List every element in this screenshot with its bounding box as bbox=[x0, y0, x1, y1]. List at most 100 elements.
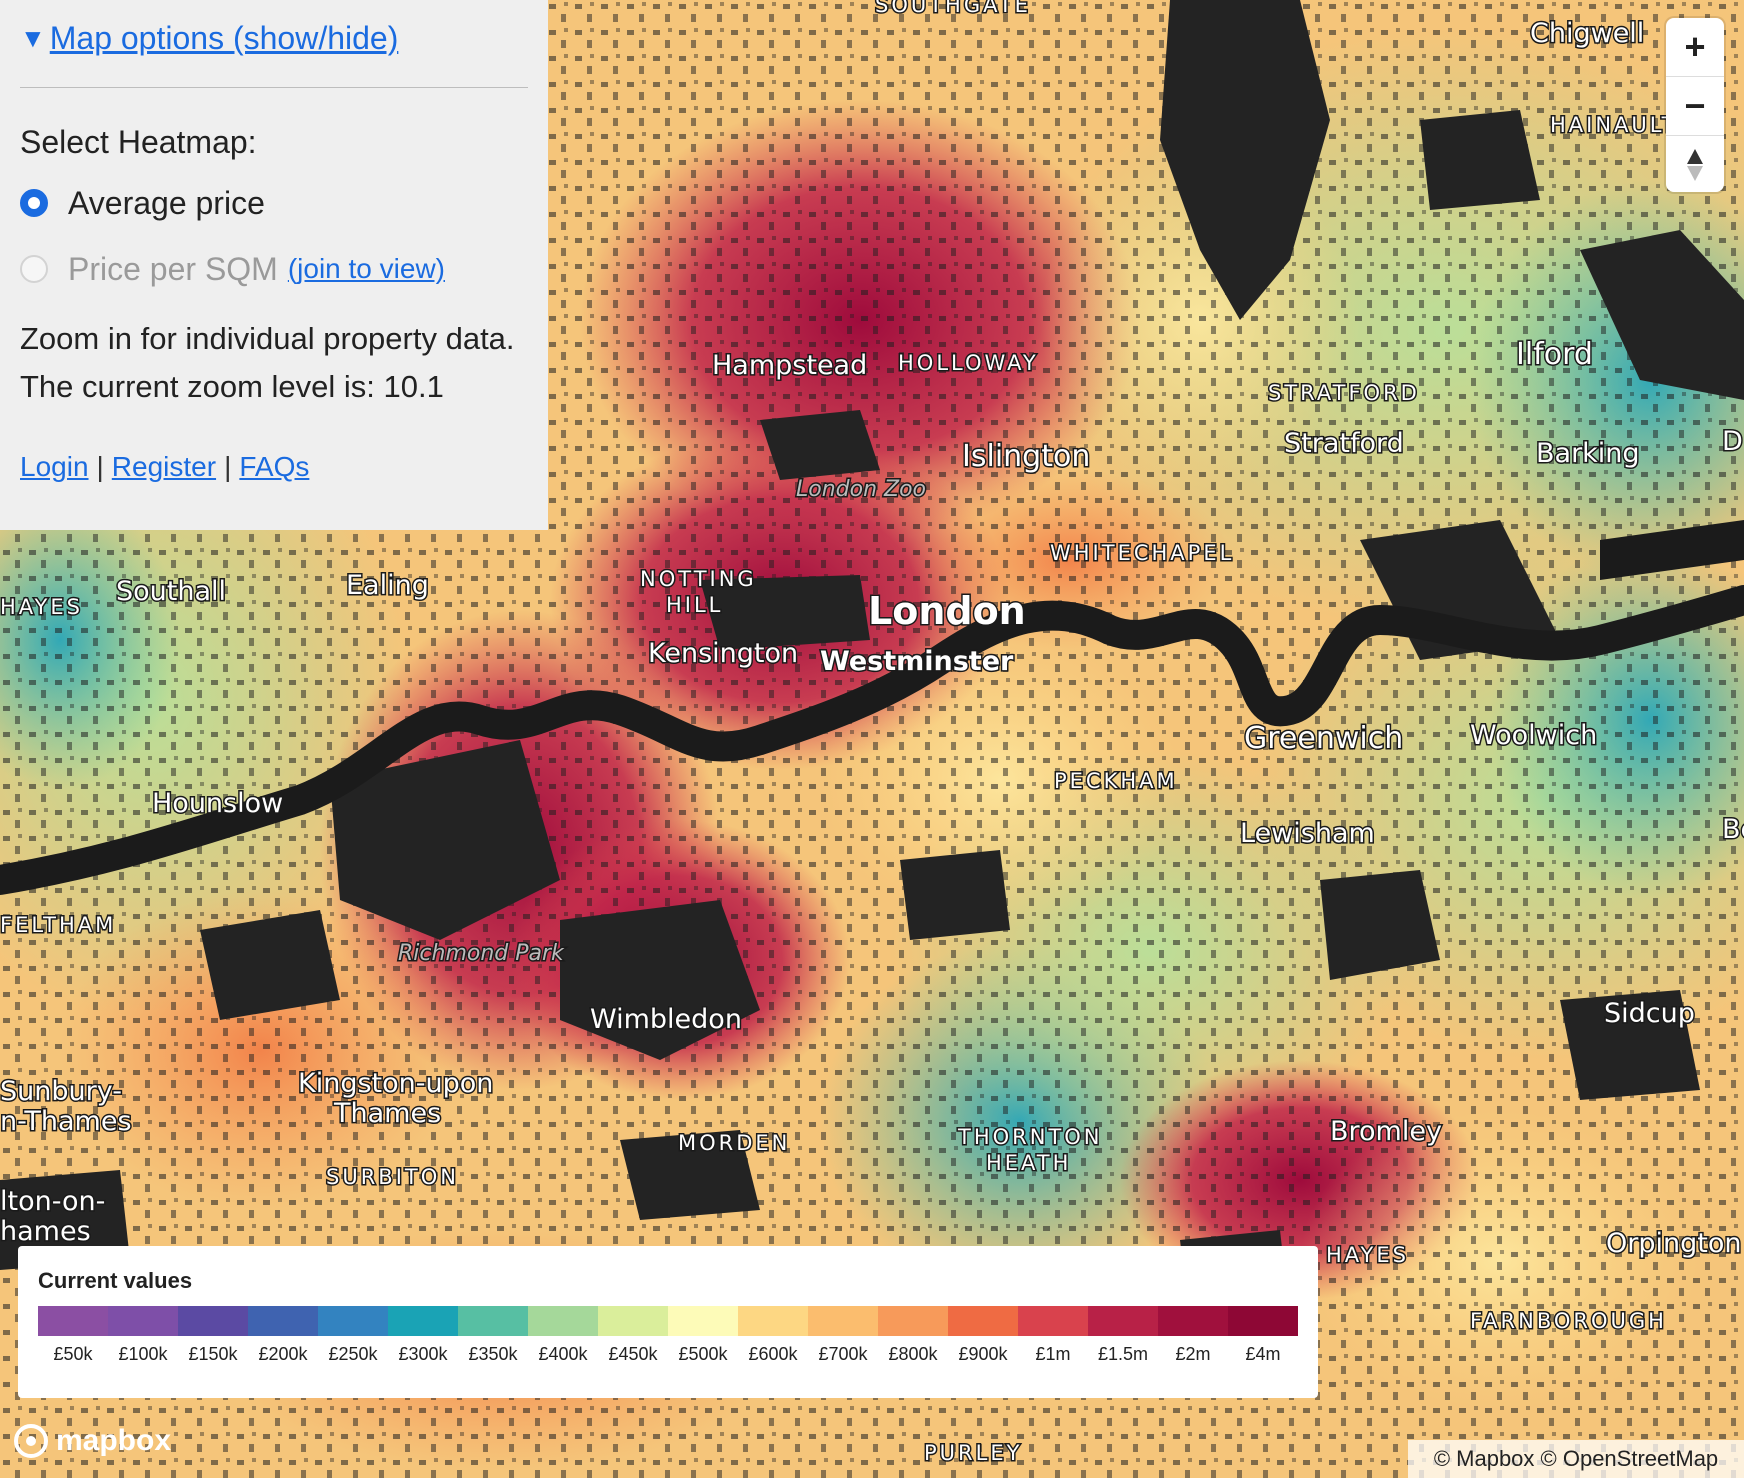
join-to-view-link[interactable]: (join to view) bbox=[287, 253, 445, 284]
legend-tick-label: £100k bbox=[118, 1344, 168, 1364]
radio-price-per-sqm bbox=[20, 255, 48, 283]
label-sunbury-1: Sunbury- bbox=[0, 1076, 122, 1107]
legend-swatch bbox=[808, 1306, 878, 1336]
label-ilford: Ilford bbox=[1516, 337, 1593, 372]
radio-average-price[interactable] bbox=[20, 189, 48, 217]
legend-tick-label: £400k bbox=[538, 1344, 588, 1364]
label-barking: Barking bbox=[1536, 438, 1640, 469]
label-hill: HILL bbox=[666, 593, 723, 617]
legend-tick-label: £700k bbox=[818, 1344, 868, 1364]
zoom-in-button[interactable]: + bbox=[1666, 18, 1724, 77]
legend-swatch bbox=[1228, 1306, 1298, 1336]
legend-tick-label: £500k bbox=[678, 1344, 728, 1364]
label-lewisham: Lewisham bbox=[1240, 818, 1375, 849]
login-link[interactable]: Login bbox=[20, 451, 89, 482]
legend-swatch bbox=[738, 1306, 808, 1336]
label-hampton-1: lton-on- bbox=[0, 1186, 105, 1217]
label-islington: Islington bbox=[962, 439, 1090, 474]
label-morden: MORDEN bbox=[678, 1131, 790, 1155]
label-whitechapel: WHITECHAPEL bbox=[1050, 541, 1234, 565]
label-hampstead: Hampstead bbox=[712, 350, 867, 381]
legend-title: Current values bbox=[38, 1268, 193, 1293]
zoom-out-button[interactable]: − bbox=[1666, 77, 1724, 136]
label-edge-b: Be bbox=[1722, 814, 1744, 845]
label-woolwich: Woolwich bbox=[1470, 720, 1597, 751]
mapbox-logo[interactable]: mapbox bbox=[14, 1424, 171, 1458]
attribution[interactable]: © Mapbox © OpenStreetMap bbox=[1408, 1440, 1744, 1478]
legend-tick-label: £450k bbox=[608, 1344, 658, 1364]
legend-swatch bbox=[318, 1306, 388, 1336]
label-london: London bbox=[868, 589, 1026, 633]
select-heatmap-title: Select Heatmap: bbox=[20, 124, 257, 160]
minus-icon: − bbox=[1684, 85, 1706, 126]
label-kingston-2: Thames bbox=[333, 1098, 441, 1129]
label-wimbledon: Wimbledon bbox=[590, 1004, 742, 1035]
legend-swatches bbox=[38, 1306, 1298, 1336]
label-greenwich: Greenwich bbox=[1244, 721, 1403, 756]
legend-swatch bbox=[458, 1306, 528, 1336]
label-hounslow: Hounslow bbox=[152, 788, 283, 819]
option-price-per-sqm-label: Price per SQM bbox=[68, 250, 278, 287]
label-london-zoo: London Zoo bbox=[796, 477, 926, 502]
option-average-price[interactable]: Average price bbox=[20, 183, 528, 223]
legend: Current values £50k £100k £150k £200k £250k £… bbox=[18, 1246, 1318, 1398]
map-options-panel: ▼ Map options (show/hide) Select Heatmap… bbox=[0, 0, 548, 530]
label-sunbury-2: n-Thames bbox=[0, 1106, 132, 1137]
mapbox-logo-text: mapbox bbox=[56, 1424, 172, 1457]
zoom-info-text: Zoom in for individual property data. bbox=[20, 321, 515, 356]
label-southgate: SOUTHGATE bbox=[875, 0, 1031, 17]
legend-tick-label: £50k bbox=[53, 1344, 93, 1364]
faqs-link[interactable]: FAQs bbox=[239, 451, 310, 482]
legend-swatch bbox=[38, 1306, 108, 1336]
label-farnborough: FARNBOROUGH bbox=[1470, 1309, 1667, 1333]
label-sidcup: Sidcup bbox=[1604, 998, 1695, 1029]
register-link[interactable]: Register bbox=[111, 451, 217, 482]
compass-icon bbox=[1687, 149, 1703, 181]
label-thornton: THORNTON bbox=[957, 1125, 1103, 1149]
legend-tick-label: £1.5m bbox=[1097, 1344, 1149, 1364]
legend-swatch bbox=[1018, 1306, 1088, 1336]
legend-swatch bbox=[948, 1306, 1018, 1336]
label-purley: PURLEY bbox=[924, 1441, 1022, 1465]
legend-ticks: £50k £100k £150k £200k £250k £300k £350k £400k £… bbox=[38, 1344, 1298, 1365]
label-heath: HEATH bbox=[986, 1151, 1071, 1175]
label-southall: Southall bbox=[116, 576, 226, 607]
legend-tick-label: £350k bbox=[468, 1344, 518, 1364]
legend-swatch bbox=[668, 1306, 738, 1336]
legend-tick-label: £4m bbox=[1245, 1344, 1281, 1364]
zoom-info: Zoom in for individual property data. Th… bbox=[20, 315, 528, 411]
label-feltham: FELTHAM bbox=[0, 913, 116, 937]
legend-swatch bbox=[528, 1306, 598, 1336]
divider bbox=[20, 87, 528, 88]
label-hainault: HAINAULT bbox=[1550, 113, 1677, 137]
label-richmond-park: Richmond Park bbox=[398, 941, 565, 966]
legend-swatch bbox=[1088, 1306, 1158, 1336]
label-ealing: Ealing bbox=[346, 570, 429, 601]
legend-tick-label: £600k bbox=[748, 1344, 798, 1364]
link-separator: | bbox=[224, 451, 232, 482]
legend-swatch bbox=[1158, 1306, 1228, 1336]
legend-tick-label: £200k bbox=[258, 1344, 308, 1364]
option-average-price-label: Average price bbox=[68, 184, 265, 221]
map-options-link[interactable]: Map options (show/hide) bbox=[49, 20, 399, 56]
label-stratford: Stratford bbox=[1284, 428, 1404, 459]
legend-tick-label: £800k bbox=[888, 1344, 938, 1364]
legend-swatch bbox=[248, 1306, 318, 1336]
link-separator: | bbox=[96, 451, 104, 482]
legend-tick-label: £1m bbox=[1035, 1344, 1071, 1364]
legend-tick-label: £2m bbox=[1175, 1344, 1211, 1364]
label-notting: NOTTING bbox=[640, 567, 757, 591]
label-stratford-caps: STRATFORD bbox=[1268, 381, 1420, 405]
label-surbiton: SURBITON bbox=[326, 1165, 459, 1189]
map-options-toggle[interactable]: ▼ Map options (show/hide) bbox=[20, 20, 528, 57]
compass-button[interactable] bbox=[1666, 136, 1724, 192]
option-price-per-sqm: Price per SQM (join to view) bbox=[20, 249, 528, 289]
legend-tick-label: £300k bbox=[398, 1344, 448, 1364]
legend-tick-label: £900k bbox=[958, 1344, 1008, 1364]
label-bromley: Bromley bbox=[1330, 1116, 1442, 1147]
account-links: Login | Register | FAQs bbox=[20, 451, 528, 483]
label-hayes-south: HAYES bbox=[1326, 1243, 1409, 1267]
legend-swatch bbox=[598, 1306, 668, 1336]
label-edge-d: D bbox=[1722, 426, 1743, 457]
